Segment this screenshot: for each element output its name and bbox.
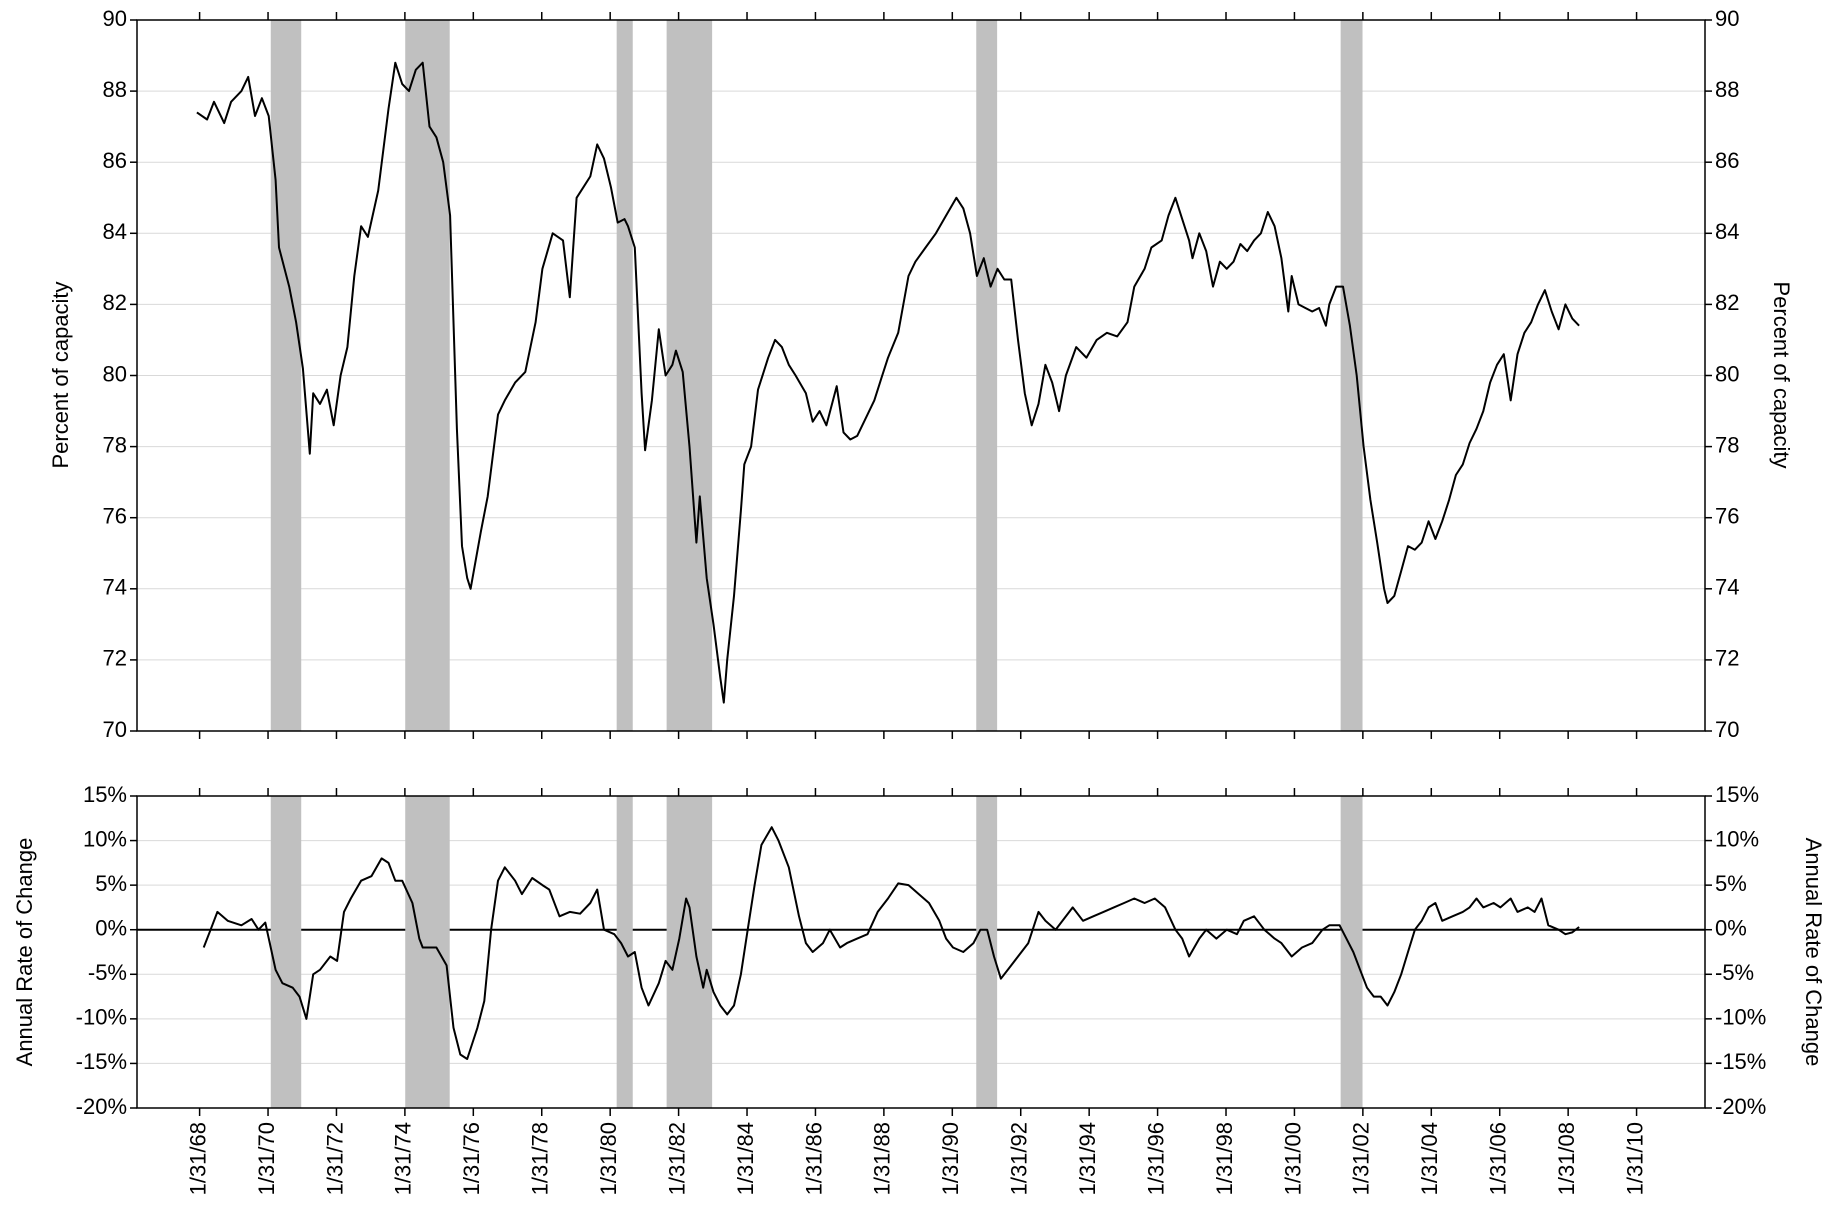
recession-band <box>270 20 302 731</box>
x-tick-label: 1/31/84 <box>733 1122 758 1195</box>
x-tick-label: 1/31/06 <box>1486 1122 1511 1195</box>
x-tick-label: 1/31/72 <box>322 1122 347 1195</box>
recession-band <box>976 796 998 1108</box>
recession-band <box>405 20 450 731</box>
x-tick-label: 1/31/76 <box>459 1122 484 1195</box>
y-axis-title: Percent of capacity <box>48 281 73 468</box>
plot-frame <box>136 795 1706 1109</box>
y2-tick-label: 0% <box>1715 916 1747 941</box>
y2-axis-title: Percent of capacity <box>1769 281 1794 468</box>
y2-tick-label: -15% <box>1715 1049 1766 1074</box>
x-tick-label: 1/31/10 <box>1622 1122 1647 1195</box>
x-tick-label: 1/31/68 <box>185 1122 210 1195</box>
x-tick-label: 1/31/90 <box>938 1122 963 1195</box>
y2-tick-label: 86 <box>1715 148 1739 173</box>
x-tick-label: 1/31/86 <box>801 1122 826 1195</box>
recession-band <box>270 796 302 1108</box>
y-tick-label: 86 <box>103 148 127 173</box>
y2-tick-label: -10% <box>1715 1005 1766 1030</box>
y-tick-label: 90 <box>103 6 127 31</box>
x-tick-label: 1/31/00 <box>1280 1122 1305 1195</box>
x-tick-label: 1/31/80 <box>596 1122 621 1195</box>
x-tick-label: 1/31/82 <box>664 1122 689 1195</box>
y2-axis-title: Annual Rate of Change <box>1801 838 1826 1067</box>
y-tick-label: 5% <box>95 871 127 896</box>
x-tick-label: 1/31/02 <box>1349 1122 1374 1195</box>
y2-tick-label: 78 <box>1715 432 1739 457</box>
recession-band <box>616 20 633 731</box>
y-tick-label: 80 <box>103 361 127 386</box>
x-tick-label: 1/31/04 <box>1417 1122 1442 1195</box>
y2-tick-label: -20% <box>1715 1094 1766 1119</box>
y2-tick-label: 74 <box>1715 575 1739 600</box>
y-tick-label: -5% <box>88 960 127 985</box>
x-tick-label: 1/31/88 <box>870 1122 895 1195</box>
y-tick-label: 72 <box>103 646 127 671</box>
y-tick-label: 88 <box>103 77 127 102</box>
y-tick-label: 74 <box>103 575 127 600</box>
y2-tick-label: 70 <box>1715 717 1739 742</box>
y-tick-label: -20% <box>76 1094 127 1119</box>
y2-tick-label: 5% <box>1715 871 1747 896</box>
x-tick-label: 1/31/96 <box>1143 1122 1168 1195</box>
x-tick-label: 1/31/98 <box>1212 1122 1237 1195</box>
y-tick-label: 84 <box>103 219 127 244</box>
y2-tick-label: 90 <box>1715 6 1739 31</box>
y2-tick-label: -5% <box>1715 960 1754 985</box>
recession-band <box>976 20 998 731</box>
recession-band <box>666 796 713 1108</box>
y-tick-label: 78 <box>103 432 127 457</box>
recession-band <box>1340 20 1363 731</box>
y2-tick-label: 76 <box>1715 504 1739 529</box>
x-tick-label: 1/31/08 <box>1554 1122 1579 1195</box>
y-tick-label: 0% <box>95 916 127 941</box>
y-tick-label: -15% <box>76 1049 127 1074</box>
y2-tick-label: 80 <box>1715 361 1739 386</box>
recession-band <box>666 20 713 731</box>
y2-tick-label: 88 <box>1715 77 1739 102</box>
y2-tick-label: 15% <box>1715 782 1759 807</box>
y-tick-label: 82 <box>103 290 127 315</box>
y-tick-label: 10% <box>83 826 127 851</box>
y-tick-label: -10% <box>76 1005 127 1030</box>
y2-tick-label: 10% <box>1715 826 1759 851</box>
y-tick-label: 15% <box>83 782 127 807</box>
y-tick-label: 70 <box>103 717 127 742</box>
recession-band <box>1340 796 1363 1108</box>
x-tick-label: 1/31/78 <box>528 1122 553 1195</box>
x-tick-label: 1/31/74 <box>391 1122 416 1195</box>
y2-tick-label: 82 <box>1715 290 1739 315</box>
x-tick-label: 1/31/70 <box>254 1122 279 1195</box>
y-tick-label: 76 <box>103 504 127 529</box>
y-axis-title: Annual Rate of Change <box>12 838 37 1067</box>
x-tick-label: 1/31/92 <box>1007 1122 1032 1195</box>
x-tick-label: 1/31/94 <box>1075 1122 1100 1195</box>
y2-tick-label: 72 <box>1715 646 1739 671</box>
data-line <box>196 61 1580 704</box>
recession-band <box>405 796 450 1108</box>
data-line <box>202 826 1580 1060</box>
plot-frame <box>136 19 1706 732</box>
y2-tick-label: 84 <box>1715 219 1739 244</box>
